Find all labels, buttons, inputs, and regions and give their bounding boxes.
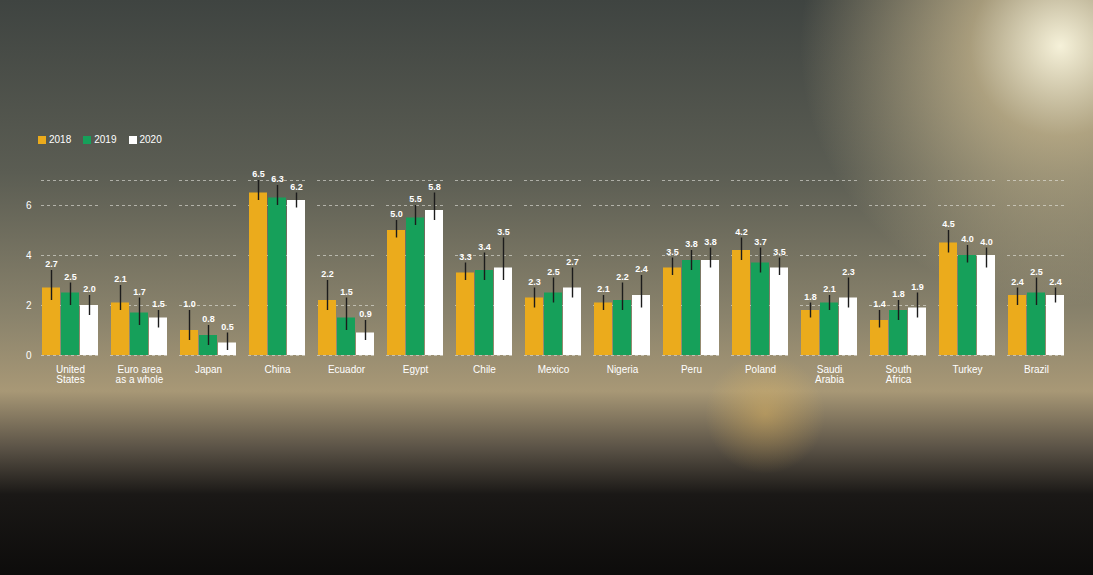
svg-text:China: China — [264, 364, 291, 375]
svg-text:2.5: 2.5 — [64, 272, 77, 282]
svg-text:2: 2 — [26, 300, 32, 311]
svg-text:4: 4 — [26, 250, 32, 261]
svg-text:2.7: 2.7 — [566, 257, 579, 267]
svg-text:2.1: 2.1 — [823, 284, 836, 294]
svg-text:3.5: 3.5 — [497, 227, 510, 237]
svg-text:SaudiArabia: SaudiArabia — [815, 364, 844, 385]
svg-text:Nigeria: Nigeria — [607, 364, 639, 375]
svg-text:1.5: 1.5 — [340, 287, 353, 297]
svg-text:2.3: 2.3 — [528, 277, 541, 287]
svg-text:1.9: 1.9 — [911, 282, 924, 292]
svg-text:SouthAfrica: SouthAfrica — [885, 364, 911, 385]
svg-text:4.0: 4.0 — [980, 237, 993, 247]
svg-text:Chile: Chile — [473, 364, 496, 375]
svg-text:Peru: Peru — [681, 364, 702, 375]
svg-text:3.8: 3.8 — [704, 237, 717, 247]
svg-text:UnitedStates: UnitedStates — [56, 364, 85, 385]
svg-text:3.7: 3.7 — [754, 237, 767, 247]
svg-text:1.7: 1.7 — [133, 287, 146, 297]
svg-text:Japan: Japan — [195, 364, 222, 375]
svg-text:Ecuador: Ecuador — [328, 364, 366, 375]
svg-text:Poland: Poland — [745, 364, 776, 375]
svg-text:Turkey: Turkey — [952, 364, 982, 375]
svg-text:1.5: 1.5 — [152, 299, 165, 309]
svg-text:2.2: 2.2 — [616, 272, 629, 282]
svg-text:Egypt: Egypt — [403, 364, 429, 375]
svg-text:Euro areaas a whole: Euro areaas a whole — [116, 364, 164, 385]
html-text:2020: 2020 — [139, 133, 162, 145]
svg-text:5.0: 5.0 — [390, 209, 403, 219]
svg-text:4.0: 4.0 — [961, 234, 974, 244]
svg-text:1.0: 1.0 — [183, 299, 196, 309]
svg-text:3.5: 3.5 — [773, 247, 786, 257]
svg-text:2.7: 2.7 — [45, 259, 58, 269]
svg-text:2.2: 2.2 — [321, 269, 334, 279]
svg-text:2.4: 2.4 — [635, 264, 648, 274]
svg-text:4.2: 4.2 — [735, 227, 748, 237]
svg-text:2.0: 2.0 — [83, 284, 96, 294]
svg-text:2.4: 2.4 — [1011, 277, 1024, 287]
svg-text:0.9: 0.9 — [359, 309, 372, 319]
svg-text:2.5: 2.5 — [547, 267, 560, 277]
html-text:2019: 2019 — [94, 133, 117, 145]
svg-text:3.3: 3.3 — [459, 252, 472, 262]
svg-text:6: 6 — [26, 200, 32, 211]
svg-text:1.8: 1.8 — [892, 289, 905, 299]
svg-text:2.1: 2.1 — [597, 284, 610, 294]
svg-text:2.4: 2.4 — [1049, 277, 1062, 287]
svg-text:0: 0 — [26, 350, 32, 361]
svg-text:6.2: 6.2 — [290, 182, 303, 192]
svg-text:1.4: 1.4 — [873, 299, 886, 309]
svg-text:5.5: 5.5 — [409, 194, 422, 204]
svg-text:Brazil: Brazil — [1024, 364, 1049, 375]
svg-text:0.8: 0.8 — [202, 314, 215, 324]
html-text:2018: 2018 — [49, 133, 72, 145]
svg-text:3.4: 3.4 — [478, 242, 491, 252]
svg-text:6.5: 6.5 — [252, 169, 265, 179]
svg-text:5.8: 5.8 — [428, 182, 441, 192]
svg-text:6.3: 6.3 — [271, 174, 284, 184]
svg-text:2.5: 2.5 — [1030, 267, 1043, 277]
svg-text:0.5: 0.5 — [221, 322, 234, 332]
svg-text:4.5: 4.5 — [942, 219, 955, 229]
svg-text:1.8: 1.8 — [804, 292, 817, 302]
svg-text:2.1: 2.1 — [114, 274, 127, 284]
svg-text:3.8: 3.8 — [685, 239, 698, 249]
svg-text:2.3: 2.3 — [842, 267, 855, 277]
svg-text:Mexico: Mexico — [538, 364, 570, 375]
svg-text:3.5: 3.5 — [666, 247, 679, 257]
